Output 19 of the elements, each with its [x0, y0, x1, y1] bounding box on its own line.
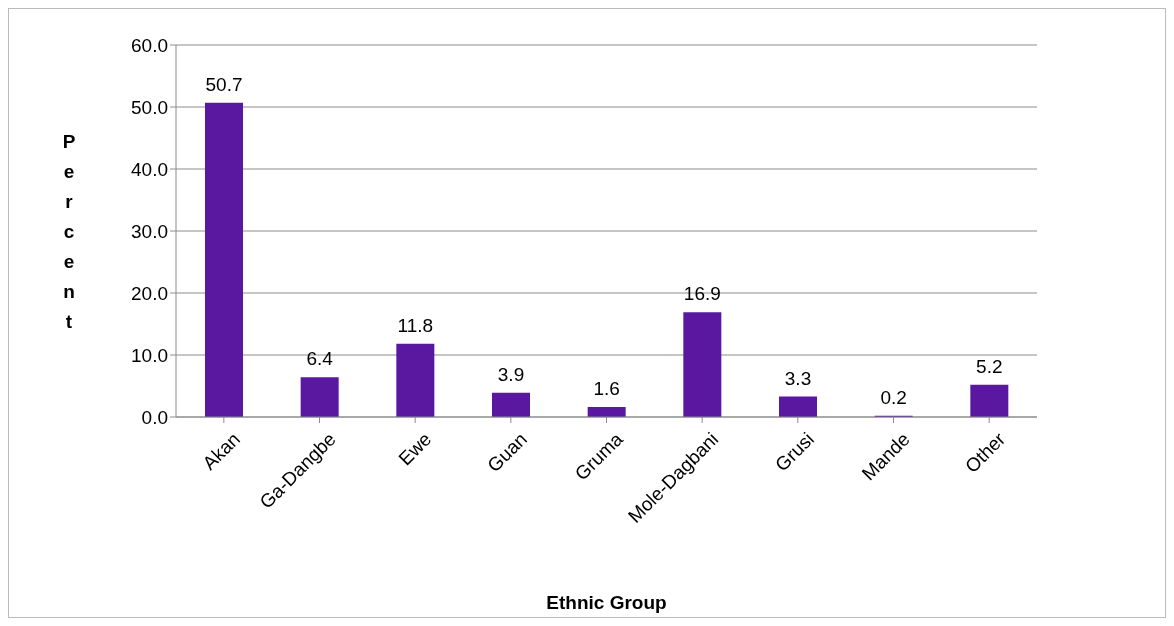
y-tick-label: 10.0: [131, 344, 168, 366]
data-label: 5.2: [976, 355, 1003, 377]
y-tick-label: 50.0: [131, 96, 168, 118]
y-tick-label: 20.0: [131, 282, 168, 304]
data-label: 16.9: [683, 283, 721, 305]
data-label: 1.6: [593, 378, 620, 400]
x-axis-title: Ethnic Group: [546, 592, 667, 613]
data-label: 3.3: [784, 367, 812, 389]
data-label: 50.7: [205, 73, 243, 95]
y-tick-label: 0.0: [141, 406, 168, 428]
y-tick-label: 40.0: [131, 158, 168, 180]
y-axis-title: Percent: [62, 130, 76, 332]
data-label: 11.8: [397, 314, 434, 336]
data-label: 3.9: [497, 363, 525, 385]
x-tick-label: Ewe: [394, 428, 436, 470]
y-tick-label: 60.0: [131, 34, 168, 56]
y-tick-label: 30.0: [131, 220, 168, 242]
data-label: 6.4: [306, 348, 334, 370]
data-label: 0.2: [880, 386, 907, 408]
